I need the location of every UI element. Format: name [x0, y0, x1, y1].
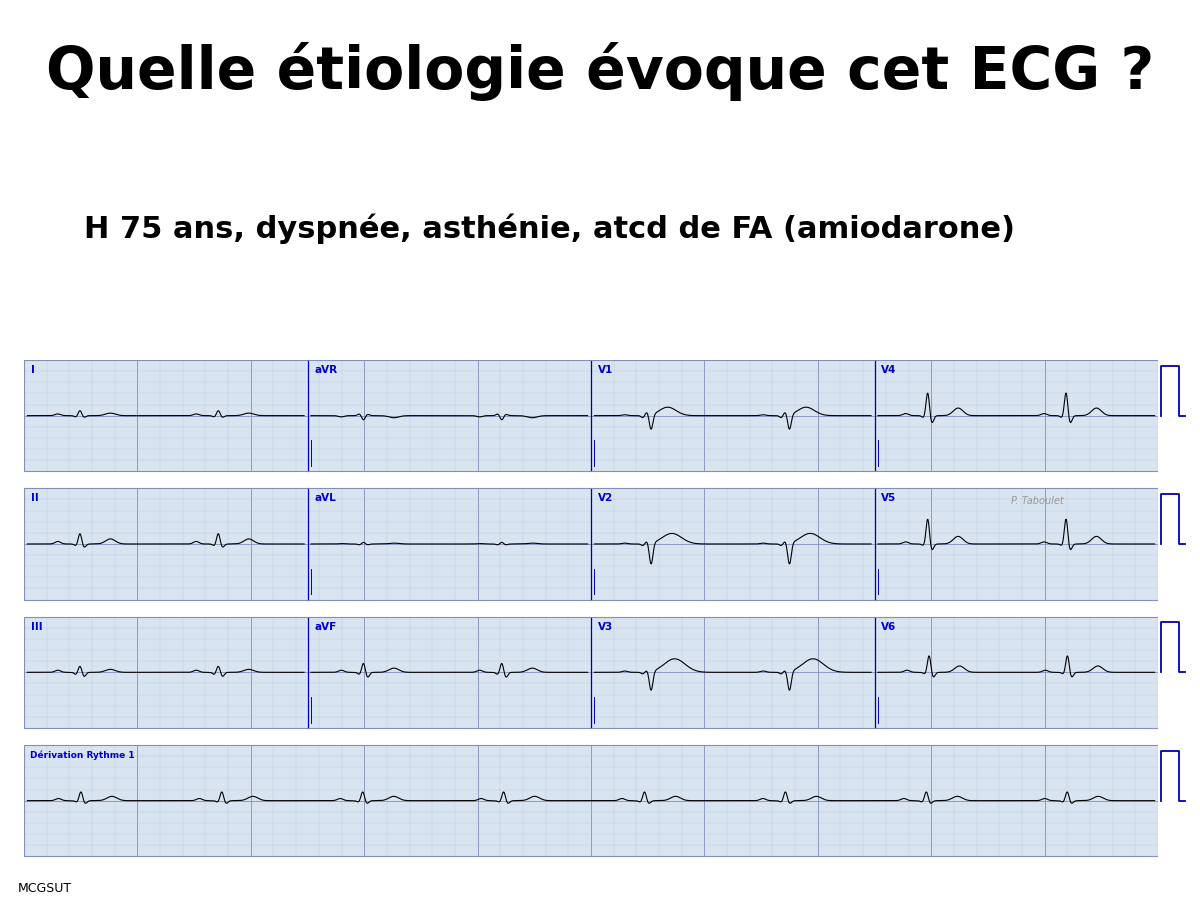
Text: V2: V2: [598, 493, 613, 503]
Text: III: III: [31, 622, 42, 632]
Text: V5: V5: [881, 493, 896, 503]
Text: MCGSUT: MCGSUT: [18, 882, 72, 896]
Text: V3: V3: [598, 622, 613, 632]
Text: aVF: aVF: [314, 622, 336, 632]
Text: Quelle étiologie évoque cet ECG ?: Quelle étiologie évoque cet ECG ?: [46, 41, 1154, 101]
Text: V6: V6: [881, 622, 896, 632]
Bar: [24, 745, 1158, 856]
Bar: [24, 616, 1158, 728]
Text: V4: V4: [881, 364, 896, 375]
Bar: [24, 489, 1158, 599]
Bar: [24, 360, 1158, 472]
Text: aVL: aVL: [314, 493, 336, 503]
Bar: [24, 616, 1158, 728]
Text: I: I: [31, 364, 35, 375]
Text: Dérivation Rythme 1: Dérivation Rythme 1: [30, 751, 134, 760]
Text: V1: V1: [598, 364, 613, 375]
Text: H 75 ans, dyspnée, asthénie, atcd de FA (amiodarone): H 75 ans, dyspnée, asthénie, atcd de FA …: [84, 213, 1015, 244]
Bar: [24, 360, 1158, 472]
Text: P. Taboulet: P. Taboulet: [1010, 496, 1063, 506]
Bar: [24, 745, 1158, 856]
Text: II: II: [31, 493, 38, 503]
Text: aVR: aVR: [314, 364, 337, 375]
Bar: [24, 489, 1158, 599]
